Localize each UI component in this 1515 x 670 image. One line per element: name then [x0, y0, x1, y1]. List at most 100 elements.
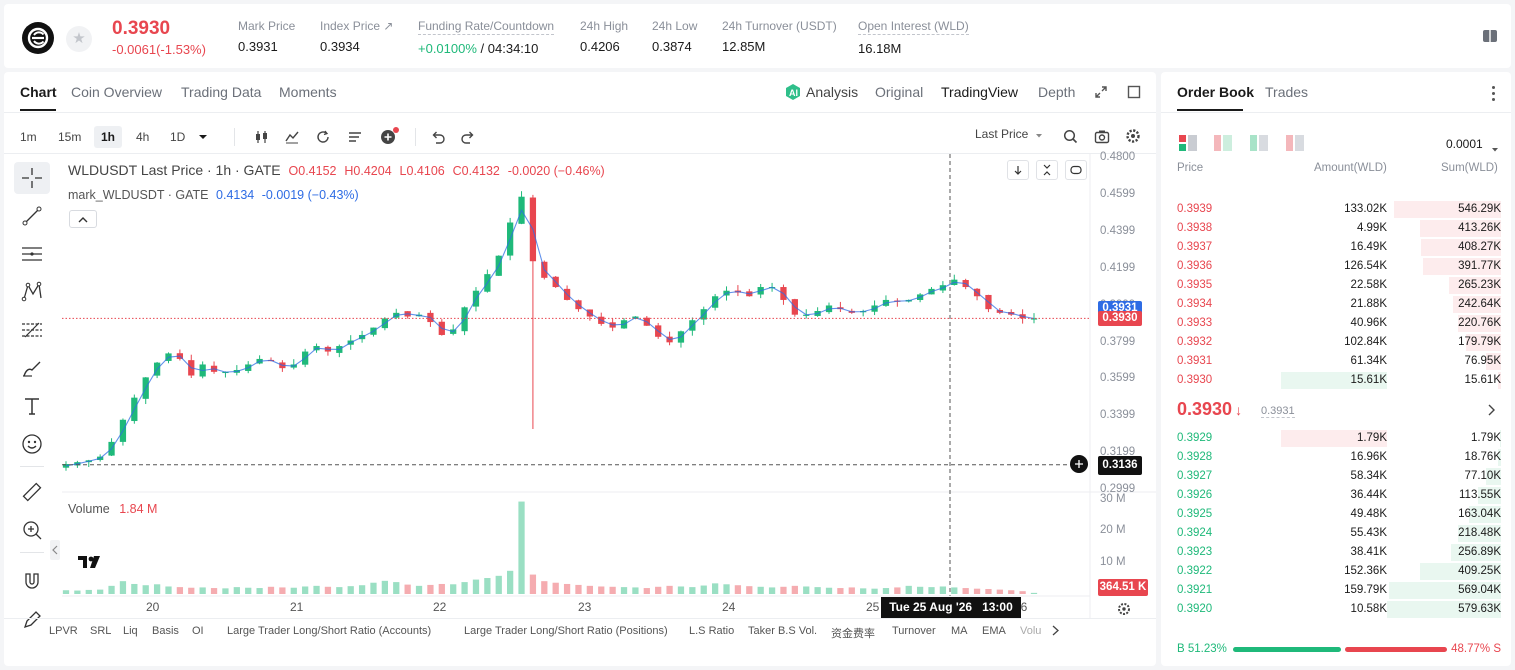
zoom-in-icon[interactable] — [14, 514, 50, 546]
indicator-lpvr[interactable]: LPVR — [49, 625, 78, 637]
book-icon[interactable] — [1480, 26, 1500, 46]
bid-row[interactable]: 0.3927 58.34K 77.10K — [1161, 467, 1511, 486]
volume-bar — [928, 587, 935, 594]
ask-row[interactable]: 0.3931 61.34K 76.95K — [1161, 352, 1511, 371]
fib-tool-icon[interactable] — [14, 314, 50, 346]
templates-icon[interactable] — [345, 127, 365, 147]
view-split-icon[interactable] — [1214, 135, 1232, 156]
ask-row[interactable]: 0.3936 126.54K 391.77K — [1161, 257, 1511, 276]
indicator-srl[interactable]: SRL — [90, 625, 112, 637]
ask-row[interactable]: 0.3930 15.61K 15.61K — [1161, 371, 1511, 390]
indicator-ls-ratio[interactable]: L.S Ratio — [689, 625, 735, 637]
redo-icon[interactable] — [458, 127, 478, 147]
pattern-tool-icon[interactable] — [14, 276, 50, 308]
ask-row[interactable]: 0.3932 102.84K 179.79K — [1161, 333, 1511, 352]
bid-row[interactable]: 0.3922 152.36K 409.25K — [1161, 562, 1511, 581]
timeframe-4h[interactable]: 4h — [136, 130, 150, 144]
bid-row[interactable]: 0.3921 159.79K 569.04K — [1161, 581, 1511, 600]
tradingview-logo-icon[interactable] — [74, 547, 106, 577]
pencil-lock-icon[interactable] — [14, 604, 50, 636]
magnet-icon[interactable] — [14, 566, 50, 598]
bid-row[interactable]: 0.3924 55.43K 218.48K — [1161, 524, 1511, 543]
bid-row[interactable]: 0.3920 10.58K 579.63K — [1161, 600, 1511, 619]
ask-row[interactable]: 0.3938 4.99K 413.26K — [1161, 219, 1511, 238]
precision-select[interactable]: 0.0001 — [1446, 137, 1483, 151]
indicator-ema[interactable]: EMA — [982, 625, 1006, 637]
bid-row[interactable]: 0.3929 1.79K 1.79K — [1161, 429, 1511, 448]
ai-analysis-icon[interactable]: AI — [784, 83, 802, 101]
settings-gear-icon[interactable] — [1123, 126, 1143, 146]
indicator-large-trader-positions[interactable]: Large Trader Long/Short Ratio (Positions… — [464, 625, 668, 637]
ask-row[interactable]: 0.3937 16.49K 408.27K — [1161, 238, 1511, 257]
scroll-down-icon[interactable] — [1007, 160, 1029, 180]
timeframe-dropdown-icon[interactable] — [197, 131, 209, 143]
tab-trades[interactable]: Trades — [1265, 84, 1309, 100]
ask-row[interactable]: 0.3939 133.02K 546.29K — [1161, 200, 1511, 219]
more-options-icon[interactable] — [1489, 84, 1497, 102]
indicator-funding-rate[interactable]: 资金费率 — [831, 628, 875, 640]
text-tool-icon[interactable] — [14, 390, 50, 422]
bid-row[interactable]: 0.3925 49.48K 163.04K — [1161, 505, 1511, 524]
timeframe-1h[interactable]: 1h — [94, 126, 123, 148]
collapse-legend-icon[interactable] — [69, 210, 97, 228]
tab-trading-data[interactable]: Trading Data — [181, 84, 262, 100]
indicator-large-trader-accounts[interactable]: Large Trader Long/Short Ratio (Accounts) — [227, 625, 432, 637]
price-type-dropdown-icon[interactable] — [1034, 131, 1044, 141]
volume-bar — [119, 581, 127, 594]
candles-icon[interactable] — [252, 127, 272, 147]
stat-index-price[interactable]: Index Price ↗ 0.3934 — [320, 19, 394, 54]
indicator-ma[interactable]: MA — [951, 625, 968, 637]
price-chart[interactable] — [4, 72, 1156, 666]
favorite-star-icon[interactable]: ★ — [66, 26, 92, 52]
collapse-toolbar-icon[interactable] — [50, 540, 60, 560]
indicators-icon[interactable] — [282, 127, 302, 147]
camera-icon[interactable] — [1092, 126, 1112, 146]
view-asks-icon[interactable] — [1286, 135, 1304, 156]
precision-dropdown-icon[interactable] — [1491, 140, 1499, 158]
scroll-right-icon[interactable] — [1048, 623, 1062, 637]
timeframe-1m[interactable]: 1m — [20, 130, 37, 144]
window-icon[interactable] — [1126, 84, 1142, 100]
tab-chart[interactable]: Chart — [20, 84, 57, 100]
bid-row[interactable]: 0.3923 38.41K 256.89K — [1161, 543, 1511, 562]
depth-button[interactable]: Depth — [1038, 84, 1076, 100]
collapse-arrows-icon[interactable] — [1036, 160, 1058, 180]
chart-settings-icon[interactable] — [1114, 599, 1134, 619]
crosshair-tool-icon[interactable] — [14, 162, 50, 194]
analysis-button[interactable]: Analysis — [806, 84, 859, 100]
emoji-tool-icon[interactable] — [14, 428, 50, 460]
replay-icon[interactable] — [313, 127, 333, 147]
tab-coin-overview[interactable]: Coin Overview — [71, 84, 163, 100]
timeframe-1d[interactable]: 1D — [170, 130, 186, 144]
add-alert-icon[interactable] — [1070, 455, 1088, 473]
ruler-tool-icon[interactable] — [14, 476, 50, 508]
view-bids-icon[interactable] — [1250, 135, 1268, 156]
refresh-icon[interactable] — [1065, 160, 1087, 180]
search-icon[interactable] — [1060, 126, 1080, 146]
indicator-basis[interactable]: Basis — [152, 625, 179, 637]
original-view-button[interactable]: Original — [875, 84, 924, 100]
brush-tool-icon[interactable] — [14, 352, 50, 384]
tab-moments[interactable]: Moments — [279, 84, 337, 100]
undo-icon[interactable] — [428, 127, 448, 147]
indicator-volume[interactable]: Volu — [1020, 625, 1042, 637]
trendline-tool-icon[interactable] — [14, 200, 50, 232]
ask-row[interactable]: 0.3933 40.96K 220.76K — [1161, 314, 1511, 333]
tradingview-button[interactable]: TradingView — [941, 84, 1019, 100]
expand-icon[interactable] — [1093, 84, 1109, 100]
timeframe-15m[interactable]: 15m — [58, 130, 82, 144]
add-indicator-icon[interactable] — [378, 125, 402, 147]
bid-row[interactable]: 0.3928 16.96K 18.76K — [1161, 448, 1511, 467]
tab-order-book[interactable]: Order Book — [1177, 84, 1255, 100]
bid-row[interactable]: 0.3926 36.44K 113.55K — [1161, 486, 1511, 505]
chevron-right-icon[interactable] — [1487, 403, 1495, 421]
indicator-turnover[interactable]: Turnover — [892, 625, 936, 637]
ask-row[interactable]: 0.3934 21.88K 242.64K — [1161, 295, 1511, 314]
ask-row[interactable]: 0.3935 22.58K 265.23K — [1161, 276, 1511, 295]
view-both-icon[interactable] — [1179, 135, 1197, 156]
indicator-liq[interactable]: Liq — [123, 625, 138, 637]
indicator-oi[interactable]: OI — [192, 625, 204, 637]
horizontal-lines-tool-icon[interactable] — [14, 238, 50, 270]
price-type-select[interactable]: Last Price — [975, 127, 1029, 141]
indicator-taker-bs-vol[interactable]: Taker B.S Vol. — [748, 625, 818, 637]
